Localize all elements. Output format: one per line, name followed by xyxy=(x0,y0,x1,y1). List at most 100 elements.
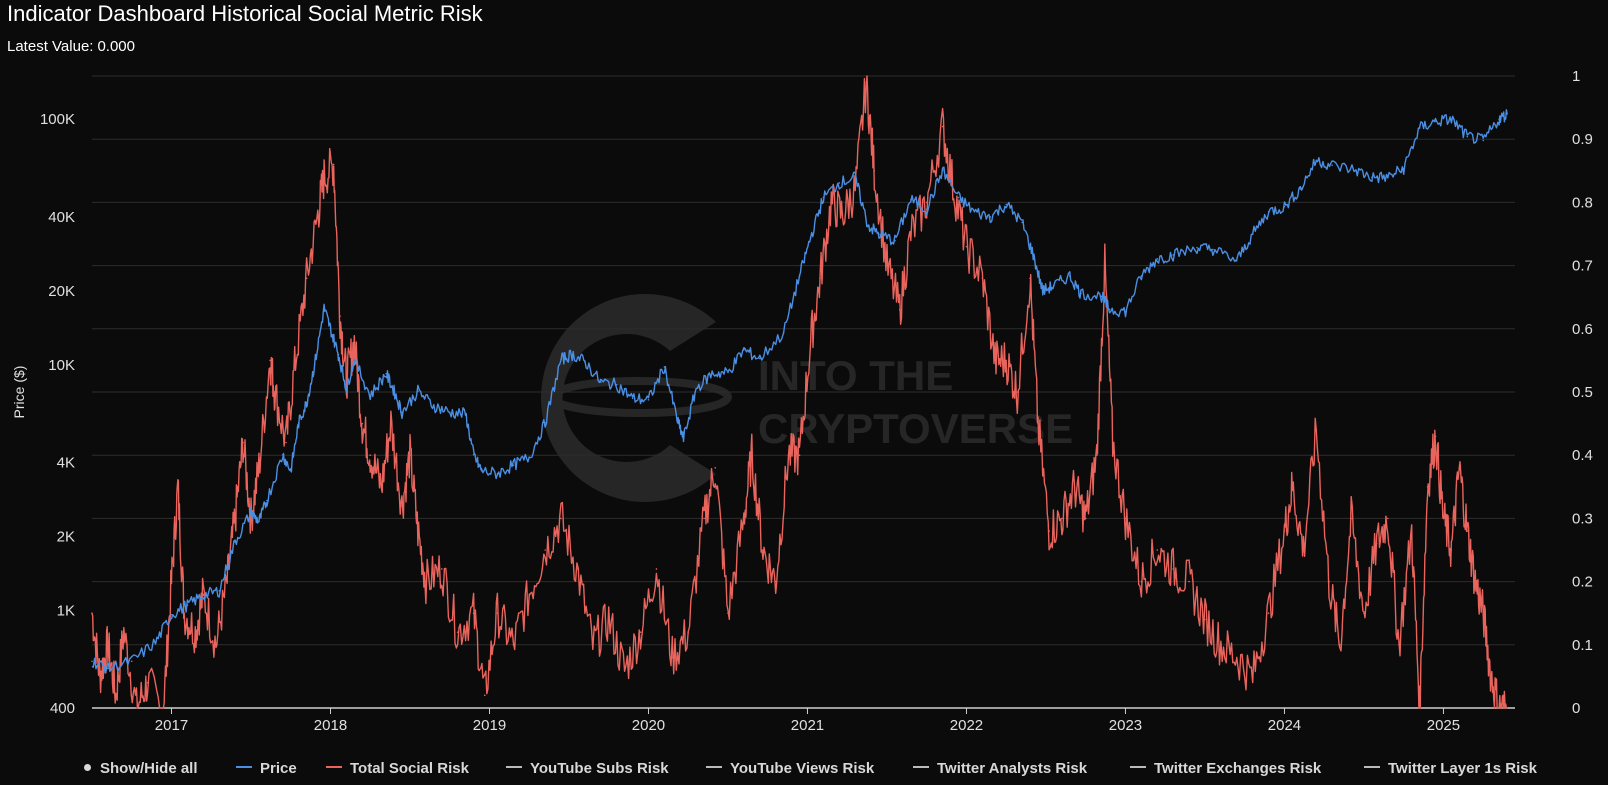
risk-point xyxy=(1096,454,1098,457)
risk-point xyxy=(1410,530,1413,532)
risk-point xyxy=(809,340,812,343)
risk-point xyxy=(345,378,348,381)
price-point xyxy=(682,437,685,440)
bullet-icon xyxy=(84,763,91,771)
risk-point xyxy=(1363,612,1365,614)
risk-point xyxy=(623,669,626,671)
price-point xyxy=(1100,295,1103,298)
price-point xyxy=(571,353,573,356)
y-right-tick-label: 0.5 xyxy=(1572,384,1593,401)
price-point xyxy=(401,411,403,414)
risk-point xyxy=(361,422,364,425)
legend-item-total-social-risk[interactable]: Total Social Risk xyxy=(326,760,469,777)
price-point xyxy=(472,453,475,456)
risk-point xyxy=(170,580,173,583)
risk-point xyxy=(1235,656,1238,659)
risk-point xyxy=(285,441,287,444)
risk-point xyxy=(743,517,745,520)
price-point xyxy=(676,418,678,421)
risk-point xyxy=(122,631,125,633)
risk-point xyxy=(1029,277,1031,280)
price-point xyxy=(1251,233,1254,236)
price-point xyxy=(867,224,869,227)
risk-point xyxy=(592,644,594,646)
legend-show-hide-all-label: Show/Hide all xyxy=(100,760,198,777)
x-tick-label: 2018 xyxy=(314,717,347,734)
risk-point xyxy=(798,454,801,457)
price-point xyxy=(313,363,316,366)
risk-point xyxy=(1426,486,1429,488)
risk-point xyxy=(655,568,658,570)
price-point xyxy=(878,233,880,236)
risk-point xyxy=(1474,580,1477,583)
risk-point xyxy=(762,549,764,551)
price-point xyxy=(1124,310,1127,313)
risk-point xyxy=(202,593,205,596)
risk-point xyxy=(226,580,228,583)
price-point xyxy=(130,660,133,663)
risk-point xyxy=(390,422,392,425)
risk-point xyxy=(1220,644,1222,646)
latest-value-label: Latest Value: xyxy=(7,38,94,55)
risk-point xyxy=(1188,580,1190,583)
price-point xyxy=(448,411,451,414)
risk-point xyxy=(135,707,138,709)
price-point xyxy=(281,453,284,456)
price-point xyxy=(925,208,928,211)
x-tick-label: 2020 xyxy=(632,717,665,734)
price-point xyxy=(1032,254,1035,256)
watermark-logo: INTO THE CRYPTOVERSE xyxy=(541,294,1073,502)
price-point xyxy=(297,422,300,424)
risk-point xyxy=(274,391,276,393)
watermark-c-icon xyxy=(541,294,716,502)
legend-item-twitter-exchanges-risk[interactable]: Twitter Exchanges Risk xyxy=(1130,760,1321,777)
risk-point xyxy=(305,277,308,280)
price-point xyxy=(1212,248,1214,251)
risk-point xyxy=(1005,359,1008,362)
risk-point xyxy=(727,612,729,614)
risk-point xyxy=(898,309,901,311)
price-point xyxy=(528,456,531,459)
legend-item-twitter-analysts-risk[interactable]: Twitter Analysts Risk xyxy=(913,760,1087,777)
price-point xyxy=(1021,221,1023,224)
price-point xyxy=(1140,275,1143,277)
risk-point xyxy=(830,201,833,204)
risk-point xyxy=(819,277,821,280)
risk-point xyxy=(1073,486,1076,488)
risk-point xyxy=(177,486,179,488)
risk-point xyxy=(1291,486,1294,488)
risk-point xyxy=(1251,675,1254,678)
risk-point xyxy=(269,359,271,362)
price-point xyxy=(544,422,546,424)
risk-point xyxy=(194,631,197,633)
price-point xyxy=(1498,118,1500,121)
price-point xyxy=(1466,135,1469,138)
price-point xyxy=(798,275,801,277)
risk-point xyxy=(1302,549,1305,551)
legend-item-youtube-views-risk[interactable]: YouTube Views Risk xyxy=(706,760,874,777)
price-point xyxy=(1506,113,1508,115)
price-point xyxy=(941,169,944,172)
price-point xyxy=(631,397,634,400)
legend-show-hide-all[interactable]: Show/Hide all xyxy=(84,760,198,777)
price-point xyxy=(695,387,697,390)
risk-point xyxy=(409,454,411,457)
legend-item-youtube-subs-risk[interactable]: YouTube Subs Risk xyxy=(506,760,669,777)
price-point xyxy=(1315,159,1318,162)
price-point xyxy=(385,372,387,375)
price-point xyxy=(258,520,260,523)
legend-item-price[interactable]: Price xyxy=(236,760,297,777)
risk-point xyxy=(440,568,443,570)
risk-point xyxy=(1498,707,1500,709)
price-point xyxy=(647,398,650,401)
legend-item-twitter-layer-1s-risk[interactable]: Twitter Layer 1s Risk xyxy=(1364,760,1537,777)
price-point xyxy=(584,360,586,363)
risk-point xyxy=(1458,467,1461,469)
risk-point xyxy=(910,233,912,235)
legend-item-label: YouTube Subs Risk xyxy=(530,760,669,777)
risk-point xyxy=(1111,441,1114,444)
price-point xyxy=(1418,127,1421,129)
risk-point xyxy=(250,517,252,520)
price-point xyxy=(1069,275,1071,277)
risk-point xyxy=(1267,612,1270,614)
